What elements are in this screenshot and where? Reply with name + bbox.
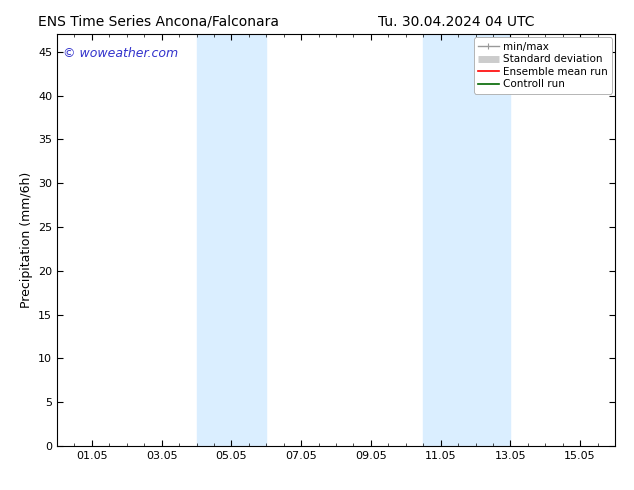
Text: © woweather.com: © woweather.com <box>63 47 178 60</box>
Bar <box>197 34 266 446</box>
Bar <box>424 34 510 446</box>
Text: Tu. 30.04.2024 04 UTC: Tu. 30.04.2024 04 UTC <box>378 15 534 29</box>
Y-axis label: Precipitation (mm/6h): Precipitation (mm/6h) <box>20 172 32 308</box>
Legend: min/max, Standard deviation, Ensemble mean run, Controll run: min/max, Standard deviation, Ensemble me… <box>474 37 612 94</box>
Text: ENS Time Series Ancona/Falconara: ENS Time Series Ancona/Falconara <box>38 15 279 29</box>
